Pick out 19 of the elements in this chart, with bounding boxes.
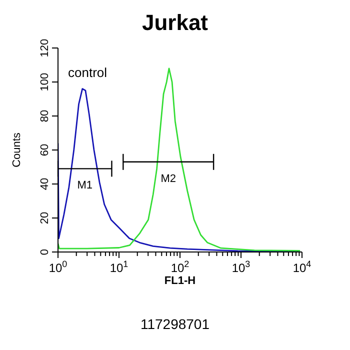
- x-tick-label: 10$^{4}$: [292, 259, 312, 275]
- y-tick-label: 40: [39, 178, 51, 190]
- legend-label: M1: [77, 180, 93, 192]
- x-tick-label: 10$^{1}$: [110, 259, 128, 275]
- x-tick-label: 10$^{0}$: [48, 259, 68, 275]
- x-tick-label: 10$^{2}$: [170, 259, 190, 275]
- y-tick-label: 120: [39, 38, 51, 58]
- series-label: control: [68, 64, 108, 80]
- y-tick-label: 0: [39, 248, 51, 256]
- x-axis-title: FL1-H: [164, 275, 196, 287]
- y-tick-label: 100: [39, 72, 51, 92]
- y-tick-label: 20: [39, 212, 51, 224]
- text: 117298701: [139, 316, 211, 332]
- y-axis-title: Counts: [11, 132, 23, 168]
- chart-title: Jurkat: [140, 9, 210, 37]
- y-tick-label: 60: [39, 144, 51, 156]
- series-label: M2: [160, 172, 176, 185]
- x-tick-label: 10$^{3}$: [232, 259, 250, 275]
- y-tick-label: 80: [39, 110, 51, 122]
